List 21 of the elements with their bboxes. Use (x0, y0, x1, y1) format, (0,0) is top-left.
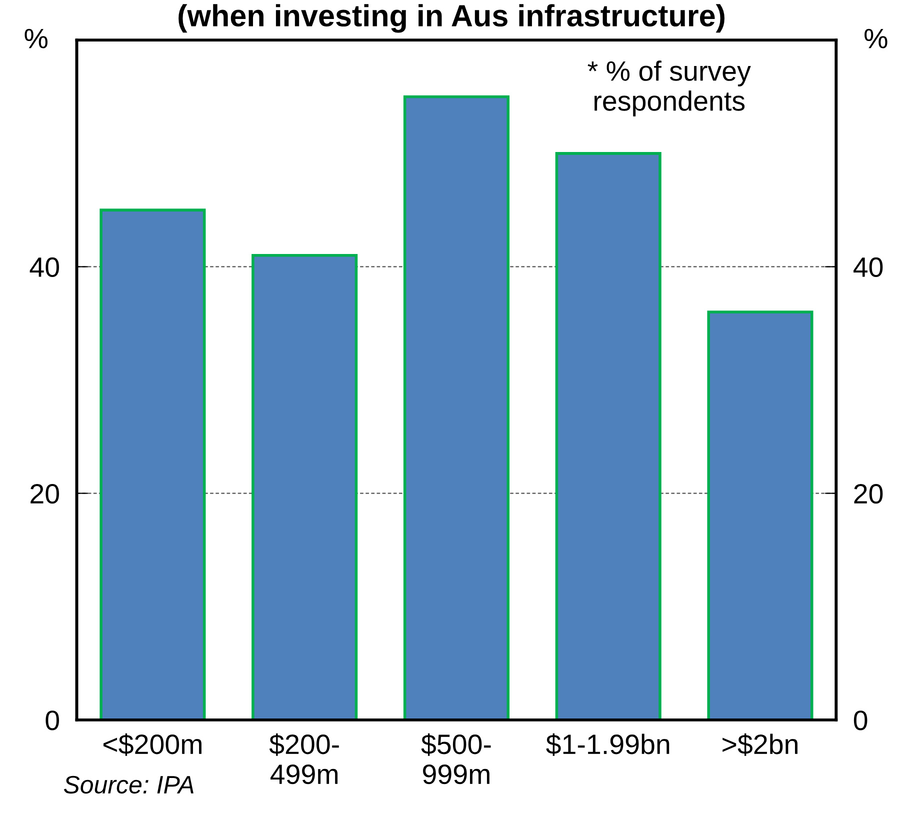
bar (100, 208, 206, 720)
x-tick-label: $1-1.99bn (546, 733, 670, 756)
y-tick-label: 20 (30, 484, 60, 504)
y2-axis-title: % (864, 28, 888, 48)
y2-tick-label: 20 (854, 484, 883, 504)
y-tick-label: 0 (46, 710, 60, 730)
bar (707, 310, 814, 720)
x-tick-label: >$2bn (722, 733, 798, 756)
x-tick-label: $200- 499m (269, 733, 339, 784)
y2-tick-label: 0 (854, 710, 868, 730)
x-tick-label: $500- 999m (421, 733, 491, 784)
y2-tick-label: 40 (853, 257, 883, 278)
bar (403, 95, 510, 720)
y-axis-title: % (24, 28, 48, 48)
annotation: * % of survey respondents (588, 60, 751, 116)
bar (555, 152, 662, 720)
x-tick-label: <$200m (103, 733, 202, 756)
y-tick-label: 40 (30, 257, 60, 278)
bar (252, 254, 358, 720)
chart-title: (when investing in Aus infrastructure) (178, 4, 724, 33)
source-note: Source: IPA (64, 776, 194, 794)
